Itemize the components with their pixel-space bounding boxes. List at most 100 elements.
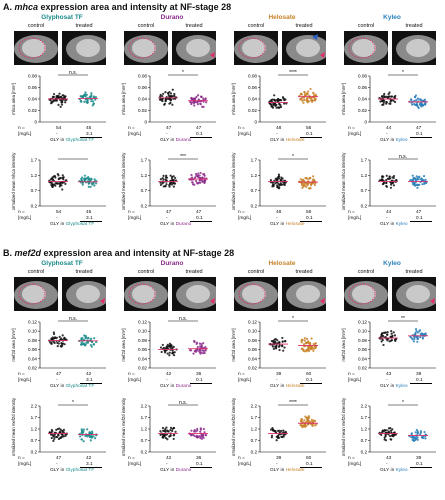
- n-label: n =: [18, 456, 25, 461]
- data-point: [58, 335, 61, 338]
- data-point: [90, 177, 93, 180]
- data-point: [275, 347, 278, 350]
- significance-label: *: [292, 154, 294, 160]
- data-point: [171, 427, 174, 430]
- data-point: [92, 102, 95, 106]
- data-point: [394, 100, 397, 104]
- significance-label: *: [72, 400, 74, 406]
- control-label: control: [27, 269, 45, 275]
- y-tick-label: 1.2: [361, 173, 368, 178]
- data-point: [50, 341, 53, 345]
- y-tick-label: 0.02: [138, 108, 147, 113]
- data-point: [161, 426, 165, 430]
- data-point: [382, 101, 385, 104]
- y-tick-label: 0.04: [28, 356, 37, 361]
- treated-dose: 3.1: [86, 462, 93, 467]
- control-image: [124, 31, 168, 65]
- data-point: [172, 351, 175, 354]
- data-point: [93, 337, 96, 340]
- control-n: 43: [386, 456, 392, 461]
- sample-table: n = 47 42 [mg/L] -3.1 GLY in Glyphosat TF: [10, 372, 114, 392]
- data-point: [159, 181, 162, 184]
- treated-n: 47: [196, 210, 202, 215]
- data-point: [90, 95, 93, 98]
- data-point: [204, 346, 207, 349]
- y-tick-label: 0.06: [28, 85, 37, 90]
- gly-text: GLY: [50, 384, 61, 389]
- product-name: Glyphosat TF: [65, 468, 95, 473]
- data-point: [169, 99, 172, 102]
- data-point: [299, 98, 302, 101]
- data-point: [202, 436, 205, 439]
- data-point: [172, 345, 175, 348]
- dose-unit-label: [mg/L]: [18, 378, 32, 383]
- in-text: in: [390, 468, 396, 473]
- y-tick-label: 1.2: [31, 173, 38, 178]
- data-point: [384, 331, 387, 334]
- gly-text: GLY: [50, 222, 61, 227]
- data-point: [193, 339, 196, 343]
- data-point: [81, 95, 85, 98]
- treated-image: [282, 277, 326, 311]
- y-tick-label: 0: [254, 120, 257, 125]
- data-point: [83, 179, 86, 182]
- treated-n: 45: [86, 126, 92, 131]
- data-point: [80, 337, 83, 340]
- data-point: [414, 431, 417, 434]
- dose-underline: [410, 383, 432, 384]
- data-point: [280, 429, 283, 433]
- data-point: [268, 100, 271, 103]
- gly-label: GLY in Kyleo: [380, 468, 408, 474]
- data-point: [301, 99, 304, 102]
- data-point: [313, 424, 317, 427]
- y-tick-label: 0.10: [138, 329, 147, 334]
- data-point: [306, 423, 309, 426]
- data-point: [168, 354, 171, 357]
- y-axis-label: Normalized mean mhca intensity: [121, 152, 126, 210]
- gly-label: GLY in Durano: [160, 468, 191, 474]
- data-point: [382, 103, 385, 106]
- control-label: control: [27, 23, 45, 29]
- data-point: [189, 100, 192, 103]
- sample-table: n = 39 60 [mg/L] -0.1 GLY in Helosate: [230, 372, 334, 392]
- treated-dose: 0.1: [416, 462, 423, 467]
- data-point: [383, 92, 386, 96]
- data-point: [269, 179, 273, 182]
- data-point: [385, 102, 388, 105]
- sample-table: n = 47 47 [mg/L] - 0.1 GLY in Durano: [120, 126, 224, 146]
- data-point: [200, 433, 204, 436]
- dose-unit-label: [mg/L]: [128, 132, 142, 137]
- data-point: [299, 423, 302, 426]
- data-point: [88, 96, 91, 99]
- data-point: [271, 426, 274, 430]
- product-title: Helosate: [268, 260, 296, 267]
- data-point: [199, 349, 202, 352]
- data-point: [165, 345, 169, 348]
- control-n: 44: [386, 126, 392, 131]
- data-point: [169, 426, 173, 429]
- data-point: [418, 98, 421, 101]
- data-point: [314, 342, 317, 345]
- data-point: [300, 339, 303, 342]
- in-text: in: [280, 384, 286, 389]
- gly-label: GLY in Durano: [160, 384, 191, 390]
- data-point: [421, 183, 424, 186]
- outline-dashed: [348, 37, 376, 59]
- data-point: [389, 438, 392, 441]
- data-point: [198, 342, 202, 345]
- data-point: [413, 103, 416, 106]
- data-point: [83, 343, 86, 346]
- product-name: Kyleo: [395, 138, 408, 143]
- control-dose: -: [56, 378, 58, 383]
- y-tick-label: 2.2: [361, 404, 368, 409]
- data-point: [79, 435, 82, 438]
- data-point: [55, 336, 58, 339]
- data-point: [64, 182, 67, 185]
- control-image: [344, 31, 388, 65]
- arrowhead-icon: [100, 298, 105, 304]
- gly-label: GLY in Durano: [160, 222, 191, 228]
- data-point: [306, 347, 309, 350]
- data-point: [281, 336, 284, 340]
- data-point: [413, 435, 416, 439]
- data-point: [63, 95, 66, 98]
